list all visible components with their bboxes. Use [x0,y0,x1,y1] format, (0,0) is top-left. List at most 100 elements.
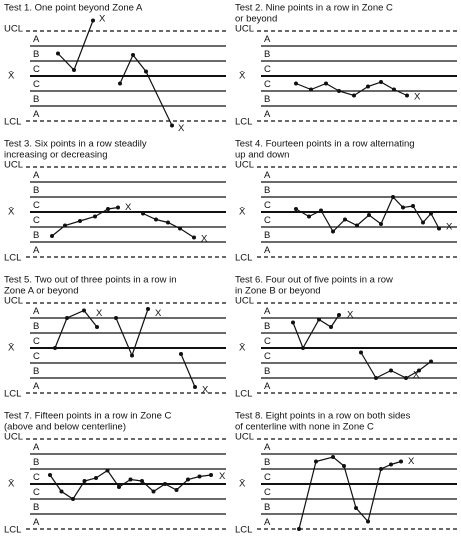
zone-label: A [33,517,40,528]
data-point [116,205,120,210]
data-line [57,20,94,72]
data-point [307,214,311,219]
data-point [128,477,133,482]
data-line [360,352,432,379]
panel-title: or beyond [235,14,277,25]
panel-title: Test 8. Eight points in a row on both si… [235,411,411,422]
zone-label: B [33,49,39,60]
data-point [399,459,403,464]
data-point [118,81,122,86]
flag-marker: X [413,370,420,381]
flag-marker: X [125,202,132,213]
data-point [314,459,318,464]
flag-marker: X [347,310,354,321]
zone-label: C [264,336,271,347]
zone-label: A [33,245,40,256]
data-point [93,214,97,219]
data-point [366,519,370,524]
zone-label: C [33,336,40,347]
flag-marker: X [99,14,106,25]
test-panel: Test 2. Nine points in a row in Zone Cor… [235,3,457,128]
data-line [295,195,440,233]
data-point [301,346,305,350]
data-point [82,308,86,313]
zone-label: C [264,200,271,211]
data-point [294,81,298,86]
data-point [56,51,60,56]
data-line [292,314,340,350]
zone-label: C [264,351,271,362]
panel-title: Test 5. Two out of three points in a row… [4,275,177,286]
zone-label: C [264,487,271,498]
flag-marker: X [96,308,103,319]
lcl-label: LCL [4,117,21,128]
data-point [343,217,347,222]
data-point [337,313,341,317]
panel-title: Test 6. Four out of five points in a row [235,275,393,286]
zone-label: B [33,185,39,196]
center-label: X̄ [239,479,246,490]
data-point [63,223,67,228]
data-point [154,217,158,222]
lcl-label: LCL [4,253,21,264]
zone-label: A [33,442,40,453]
lcl-label: LCL [235,117,252,128]
data-point [163,482,167,486]
zone-label: B [264,49,270,60]
data-point [170,123,174,128]
zone-label: A [264,442,271,453]
ucl-label: UCL [235,24,254,35]
data-line [54,309,98,349]
zone-label: A [264,306,271,317]
data-point [131,53,135,57]
test-panel: Test 5. Two out of three points in a row… [4,275,226,400]
zone-label: C [264,64,271,75]
lcl-label: LCL [235,525,252,536]
ucl-label: UCL [4,160,23,171]
zone-label: B [33,94,39,105]
data-line [180,353,196,388]
panel-title: (above and below centerline) [4,422,126,433]
flag-marker: X [219,471,226,482]
data-point [405,93,409,98]
zone-label: B [264,366,270,377]
zone-label: A [264,381,271,392]
data-point [331,229,335,234]
zone-label: B [264,502,270,513]
panel-title: Zone A or beyond [4,286,78,297]
data-point [342,464,346,468]
zone-label: B [264,457,270,468]
data-point [130,353,134,358]
flag-marker: X [201,234,208,245]
panel-title: Test 1. One point beyond Zone A [4,3,143,14]
zone-label: A [33,34,40,45]
test-panel: Test 6. Four out of five points in a row… [235,275,457,400]
data-point [359,350,363,355]
zone-label: C [33,487,40,498]
center-label: X̄ [8,71,15,82]
ucl-label: UCL [4,296,23,307]
data-point [72,68,76,72]
data-point [374,376,378,380]
data-line [119,53,173,126]
data-point [421,220,425,225]
ucl-label: UCL [235,296,254,307]
flag-marker: X [178,123,185,134]
data-point [404,376,408,380]
zone-label: A [264,109,271,120]
data-point [78,219,82,223]
data-point [337,89,341,93]
data-point [291,320,295,325]
data-point [355,223,359,228]
zone-label: C [33,64,40,75]
flag-marker: X [155,308,162,319]
test-panel: Test 3. Six points in a row steadilyincr… [4,139,226,264]
data-point [186,477,190,482]
data-point [437,226,441,231]
panel-title: Test 2. Nine points in a row in Zone C [235,3,393,14]
test-panel: Test 1. One point beyond Zone A UCL LCL X̄ A… [4,3,226,134]
data-point [379,222,383,226]
ucl-label: UCL [235,160,254,171]
data-point [144,69,148,74]
data-point [117,485,121,489]
